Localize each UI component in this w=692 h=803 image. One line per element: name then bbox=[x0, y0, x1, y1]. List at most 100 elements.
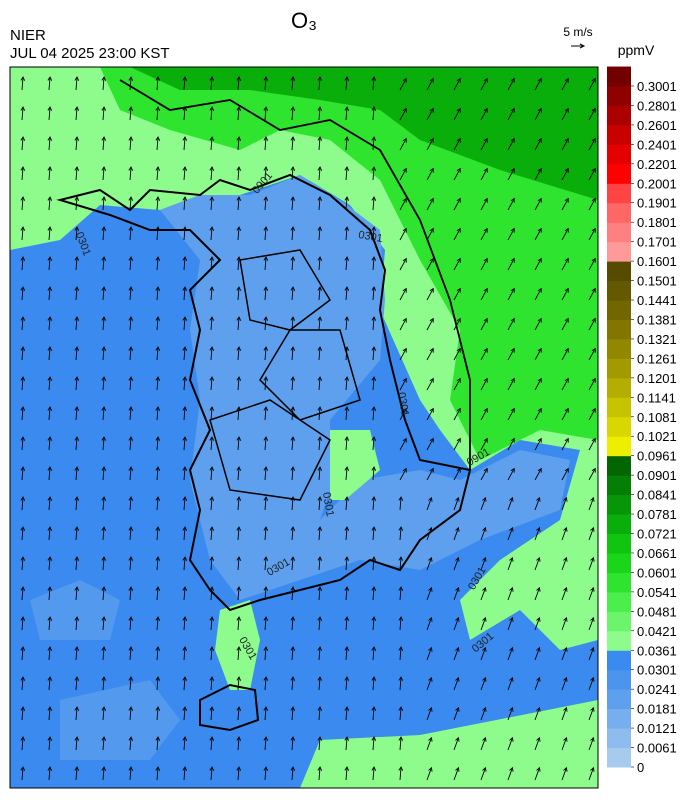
wind-arrow bbox=[372, 527, 375, 541]
wind-arrowhead bbox=[290, 556, 296, 561]
wind-arrow bbox=[588, 408, 596, 421]
wind-arrow bbox=[426, 737, 432, 751]
wind-arrowhead bbox=[155, 676, 161, 681]
wind-arrow bbox=[291, 647, 294, 661]
wind-arrow bbox=[480, 587, 486, 601]
wind-arrowhead bbox=[290, 106, 296, 111]
wind-arrowhead bbox=[398, 496, 404, 501]
wind-arrow bbox=[318, 677, 321, 691]
wind-arrow bbox=[453, 168, 461, 181]
wind-arrow bbox=[291, 107, 294, 121]
colorbar-swatch bbox=[607, 747, 631, 768]
colorbar-swatch bbox=[607, 397, 631, 418]
colorbar-swatch bbox=[607, 319, 631, 340]
wind-arrow bbox=[21, 377, 24, 391]
wind-arrow bbox=[507, 108, 515, 121]
wind-arrow bbox=[480, 497, 486, 511]
wind-arrow bbox=[588, 168, 596, 181]
wind-arrowhead bbox=[536, 496, 541, 502]
wind-arrowhead bbox=[155, 346, 161, 351]
wind-arrow bbox=[183, 617, 186, 631]
wind-arrow bbox=[102, 347, 105, 361]
wind-arrow bbox=[372, 347, 375, 361]
colorbar-tick-label: 0.2601 bbox=[637, 118, 677, 133]
wind-arrowhead bbox=[20, 136, 26, 141]
colorbar-swatch bbox=[607, 377, 631, 398]
wind-arrow bbox=[588, 737, 594, 751]
wind-arrow bbox=[291, 437, 294, 451]
wind-arrowhead bbox=[20, 406, 26, 411]
wind-arrowhead bbox=[509, 676, 514, 682]
colorbar-tick-label: 0.1701 bbox=[637, 235, 677, 250]
wind-arrow bbox=[534, 258, 542, 271]
wind-arrow bbox=[588, 378, 596, 391]
wind-arrow bbox=[102, 497, 105, 511]
wind-arrowhead bbox=[564, 167, 569, 173]
wind-arrowhead bbox=[456, 347, 461, 353]
wind-arrowhead bbox=[564, 377, 569, 383]
wind-arrowhead bbox=[47, 766, 53, 771]
wind-arrow bbox=[399, 138, 407, 151]
wind-arrow bbox=[264, 77, 267, 91]
wind-arrowhead bbox=[182, 736, 188, 741]
wind-arrow bbox=[480, 527, 486, 541]
wind-arrowhead bbox=[428, 586, 433, 592]
wind-arrow bbox=[102, 437, 105, 451]
wind-arrow bbox=[237, 527, 240, 541]
wind-arrow bbox=[291, 77, 294, 91]
wind-arrow bbox=[426, 497, 432, 511]
wind-arrowhead bbox=[564, 137, 569, 143]
wind-arrow bbox=[453, 288, 461, 301]
wind-arrowhead bbox=[371, 526, 377, 531]
wind-arrow bbox=[102, 317, 105, 331]
wind-arrow bbox=[426, 318, 434, 331]
wind-arrow bbox=[291, 557, 294, 571]
wind-arrowhead bbox=[263, 376, 269, 381]
wind-arrowhead bbox=[74, 676, 80, 681]
wind-arrow bbox=[534, 78, 542, 91]
wind-arrowhead bbox=[47, 196, 53, 201]
wind-arrow bbox=[345, 197, 348, 211]
colorbar-swatch bbox=[607, 338, 631, 359]
wind-arrow bbox=[507, 527, 513, 541]
wind-arrowhead bbox=[263, 226, 269, 231]
wind-arrowhead bbox=[74, 316, 80, 321]
colorbar-tick-label: 0.1321 bbox=[637, 332, 677, 347]
colorbar-tick-label: 0.1601 bbox=[637, 254, 677, 269]
wind-arrow bbox=[453, 228, 461, 241]
wind-arrow bbox=[210, 437, 213, 451]
wind-arrowhead bbox=[429, 407, 434, 413]
wind-arrow bbox=[453, 707, 459, 721]
wind-arrowhead bbox=[455, 496, 460, 502]
wind-arrowhead bbox=[563, 526, 568, 532]
wind-arrow bbox=[345, 437, 348, 451]
wind-arrowhead bbox=[128, 706, 134, 711]
wind-arrowhead bbox=[263, 196, 269, 201]
wind-arrow bbox=[534, 198, 542, 211]
wind-arrow bbox=[48, 527, 51, 541]
wind-arrowhead bbox=[591, 77, 596, 83]
wind-arrowhead bbox=[290, 496, 296, 501]
wind-arrowhead bbox=[482, 736, 487, 742]
wind-arrow bbox=[345, 767, 348, 781]
wind-arrow bbox=[75, 677, 78, 691]
wind-arrow bbox=[534, 617, 540, 631]
wind-arrow bbox=[183, 587, 186, 601]
wind-arrow bbox=[318, 527, 321, 541]
wind-arrow bbox=[48, 677, 51, 691]
wind-arrowhead bbox=[510, 317, 515, 323]
wind-arrowhead bbox=[74, 736, 80, 741]
wind-arrowhead bbox=[47, 496, 53, 501]
wind-arrowhead bbox=[101, 736, 107, 741]
wind-arrowhead bbox=[20, 226, 26, 231]
wind-arrowhead bbox=[74, 766, 80, 771]
wind-arrow bbox=[264, 227, 267, 241]
wind-arrowhead bbox=[536, 616, 541, 622]
wind-arrow bbox=[210, 587, 213, 601]
wind-arrow bbox=[426, 438, 434, 451]
wind-arrow bbox=[264, 317, 267, 331]
wind-arrow bbox=[507, 78, 515, 91]
wind-arrow bbox=[75, 497, 78, 511]
wind-arrowhead bbox=[290, 736, 296, 741]
wind-arrow bbox=[264, 437, 267, 451]
